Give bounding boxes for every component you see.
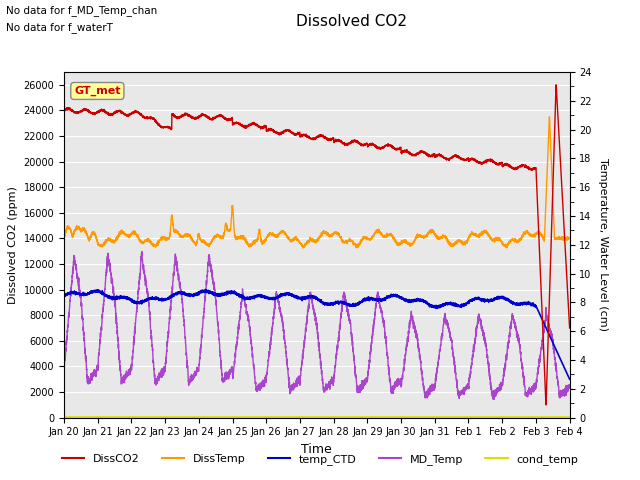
- Text: No data for f_MD_Temp_chan: No data for f_MD_Temp_chan: [6, 5, 157, 16]
- X-axis label: Time: Time: [301, 443, 332, 456]
- Text: GT_met: GT_met: [74, 86, 120, 96]
- Text: No data for f_waterT: No data for f_waterT: [6, 22, 113, 33]
- Text: Dissolved CO2: Dissolved CO2: [296, 14, 408, 29]
- Y-axis label: Dissolved CO2 (ppm): Dissolved CO2 (ppm): [8, 186, 18, 304]
- Y-axis label: Temperature, Water Level (cm): Temperature, Water Level (cm): [598, 158, 609, 331]
- Legend: DissCO2, DissTemp, temp_CTD, MD_Temp, cond_temp: DissCO2, DissTemp, temp_CTD, MD_Temp, co…: [57, 450, 583, 469]
